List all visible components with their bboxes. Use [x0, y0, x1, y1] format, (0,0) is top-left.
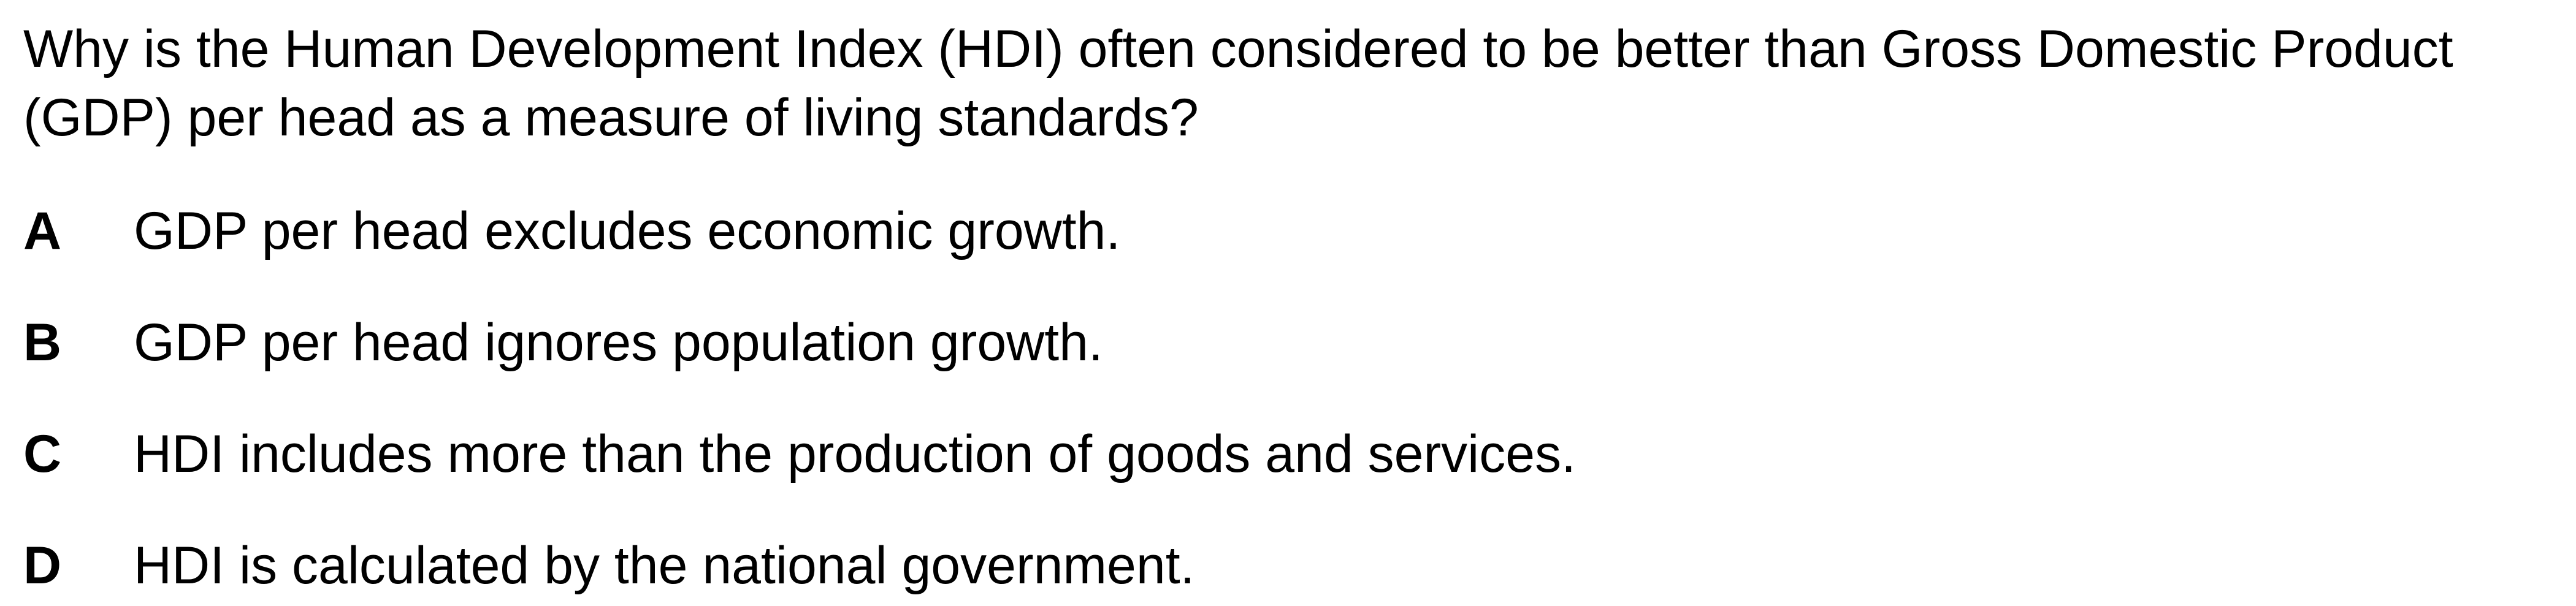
option-text: HDI includes more than the production of…	[134, 425, 1576, 483]
option-text: GDP per head ignores population growth.	[134, 313, 1103, 372]
option-text: GDP per head excludes economic growth.	[134, 202, 1121, 260]
option-letter: D	[23, 536, 62, 595]
option-b[interactable]: B GDP per head ignores population growth.	[23, 308, 1103, 377]
option-letter: A	[23, 202, 62, 260]
option-c[interactable]: C HDI includes more than the production o…	[23, 420, 1576, 488]
option-letter: C	[23, 425, 62, 483]
question-text: Why is the Human Development Index (HDI)…	[23, 20, 2453, 147]
option-a[interactable]: A GDP per head excludes economic growth.	[23, 197, 1120, 265]
option-d[interactable]: D HDI is calculated by the national gover…	[23, 531, 1195, 600]
option-text: HDI is calculated by the national govern…	[134, 536, 1195, 595]
option-letter: B	[23, 313, 62, 372]
